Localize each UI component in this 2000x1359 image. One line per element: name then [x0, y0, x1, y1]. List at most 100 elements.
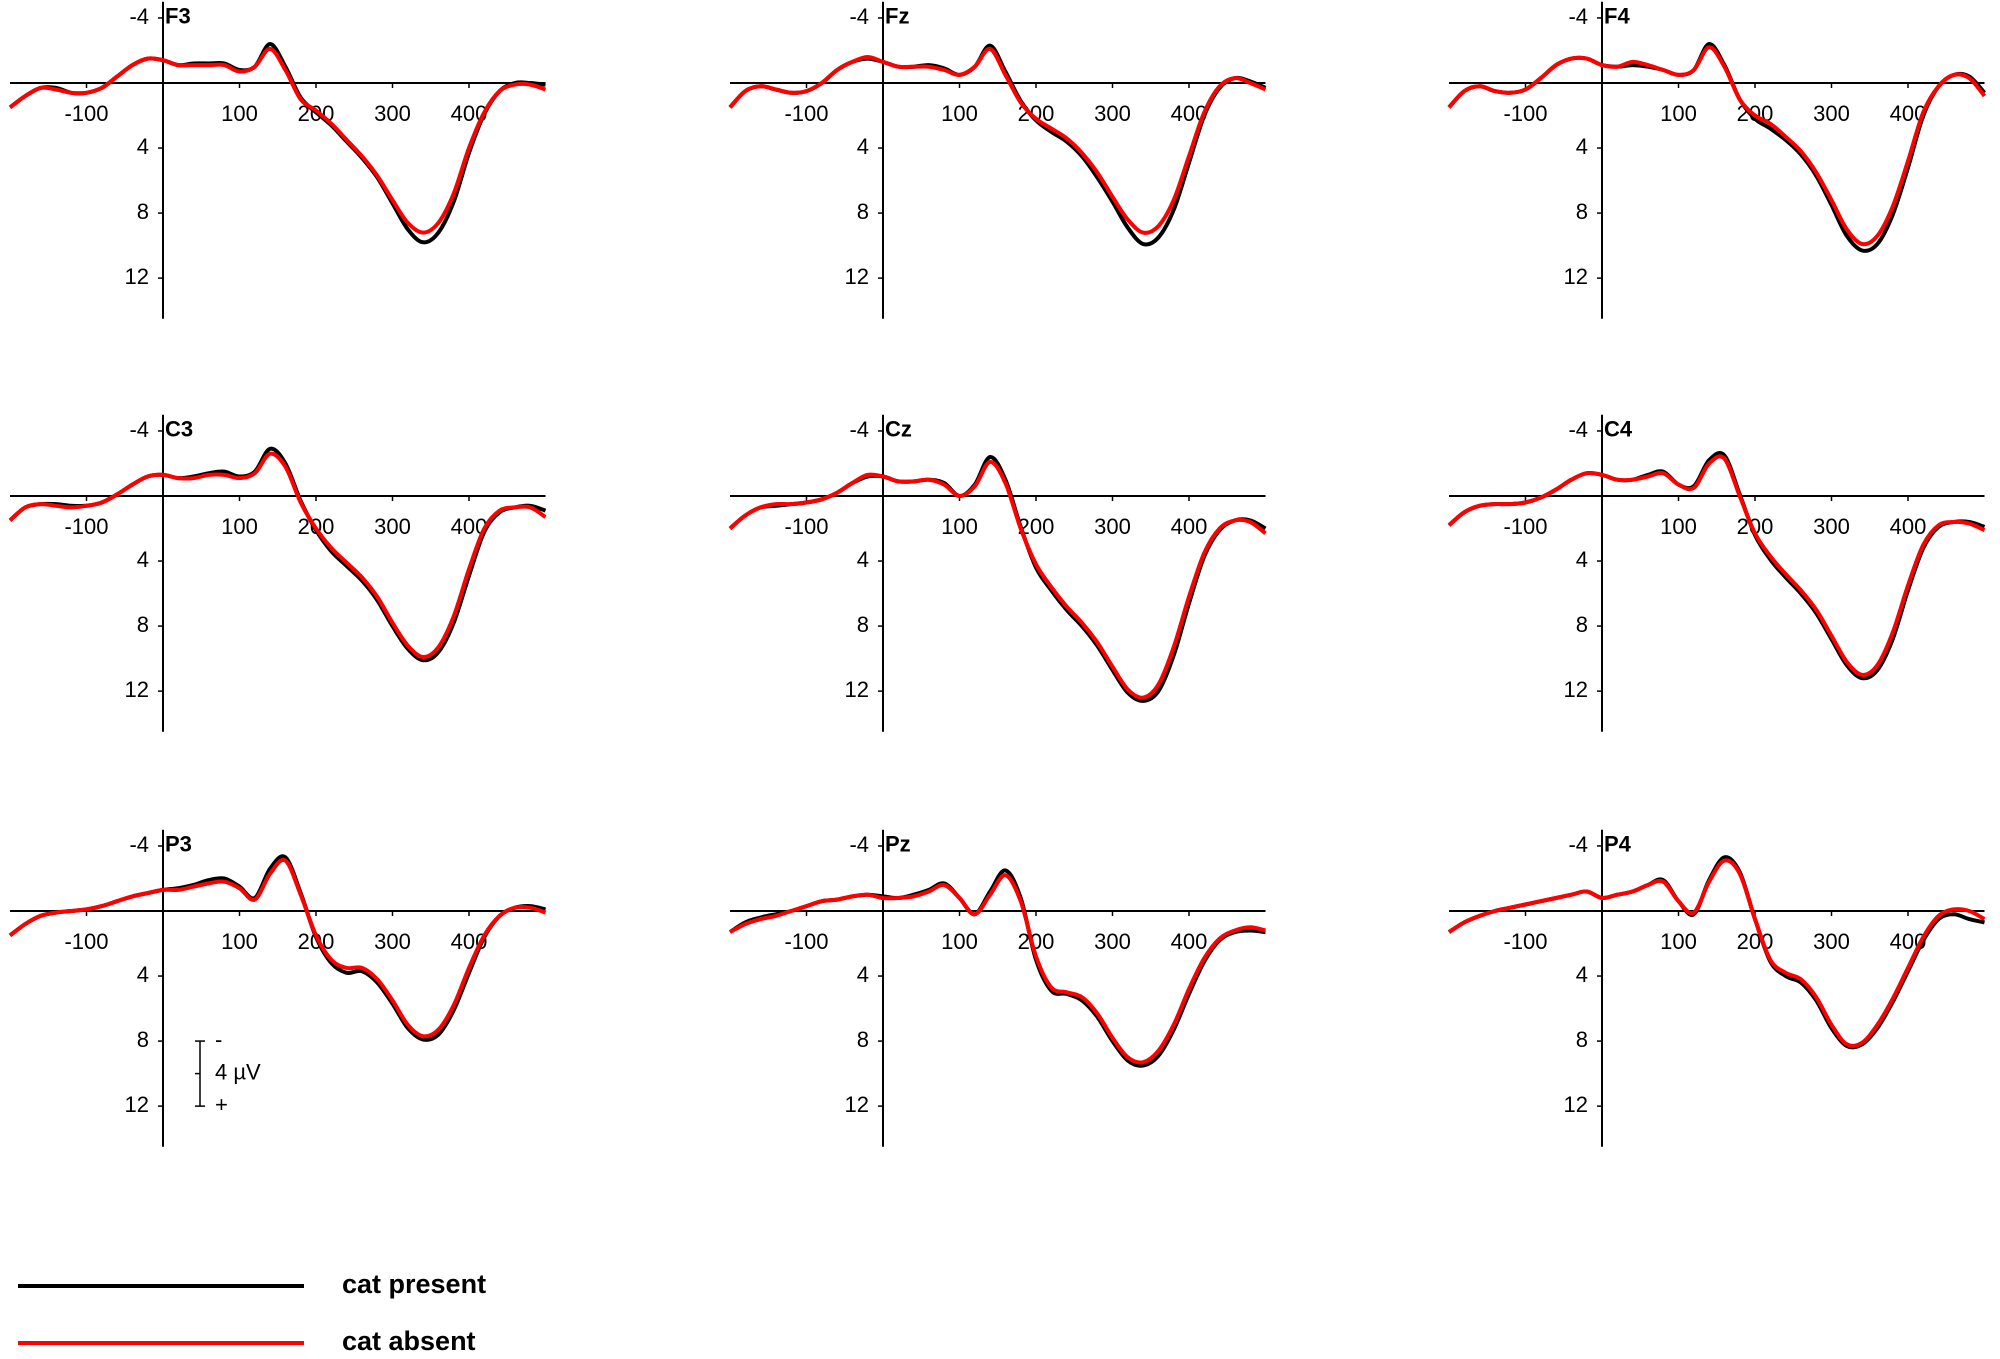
x-tick-label: 300	[374, 929, 411, 954]
panel-title: Pz	[885, 832, 911, 857]
x-tick-label: 100	[941, 101, 978, 126]
erp-line	[728, 868, 1266, 1068]
x-tick-label: -100	[1503, 514, 1547, 539]
panel-title: F4	[1604, 4, 1630, 29]
legend-label: cat absent	[342, 1326, 476, 1356]
x-tick-label: 100	[941, 929, 978, 954]
y-tick-label: 4	[1576, 547, 1588, 572]
x-tick-label: 300	[1094, 101, 1131, 126]
panel: -100 100 200 300 400 -4 4 8 12 Pz	[728, 829, 1266, 1147]
x-tick-label: 300	[1094, 929, 1131, 954]
x-tick-label: 300	[1094, 514, 1131, 539]
y-tick-label: -4	[1568, 417, 1588, 442]
y-tick-label: 8	[137, 1027, 149, 1052]
panel-title: P3	[165, 832, 192, 857]
panel-title: C3	[165, 417, 193, 442]
y-tick-label: 12	[1564, 677, 1588, 702]
erp-line	[728, 459, 1267, 700]
y-tick-label: 4	[137, 962, 149, 987]
erp-line	[728, 455, 1267, 703]
y-tick-label: 4	[137, 134, 149, 159]
x-tick-label: 100	[1660, 514, 1697, 539]
y-tick-label: 8	[1576, 199, 1588, 224]
x-tick-label: 300	[374, 514, 411, 539]
erp-line	[1447, 45, 1987, 247]
x-tick-label: 300	[374, 101, 411, 126]
legend-label: cat present	[342, 1269, 486, 1299]
y-tick-label: 4	[857, 962, 869, 987]
y-tick-label: 12	[1564, 1092, 1588, 1117]
x-tick-label: 100	[1660, 929, 1697, 954]
y-tick-label: 4	[857, 134, 869, 159]
y-tick-label: 8	[857, 199, 869, 224]
y-tick-label: -4	[129, 4, 149, 29]
y-tick-label: 8	[857, 612, 869, 637]
panel-title: F3	[165, 4, 191, 29]
y-tick-label: 12	[845, 677, 869, 702]
erp-line	[728, 43, 1267, 247]
erp-line	[728, 46, 1267, 235]
y-tick-label: -4	[1568, 4, 1588, 29]
x-tick-label: 400	[1890, 514, 1927, 539]
x-tick-label: 400	[1171, 929, 1208, 954]
x-tick-label: 300	[1813, 101, 1850, 126]
y-tick-label: 8	[1576, 1027, 1588, 1052]
x-tick-label: 100	[221, 514, 258, 539]
x-tick-label: 100	[221, 929, 258, 954]
y-tick-label: -4	[849, 832, 869, 857]
erp-line	[1447, 451, 1986, 681]
y-tick-label: 12	[125, 264, 149, 289]
x-tick-label: 100	[1660, 101, 1697, 126]
y-tick-label: 8	[857, 1027, 869, 1052]
erp-line	[8, 451, 547, 659]
x-tick-label: 400	[1171, 514, 1208, 539]
erp-line	[729, 873, 1266, 1065]
x-tick-label: -100	[64, 929, 108, 954]
panel-title: Fz	[885, 4, 909, 29]
erp-line	[8, 46, 547, 235]
panel-title: C4	[1604, 417, 1633, 442]
legend: cat present cat absent	[18, 1269, 486, 1356]
y-tick-label: 4	[137, 547, 149, 572]
y-tick-label: 8	[137, 612, 149, 637]
x-tick-label: 100	[221, 101, 258, 126]
y-tick-label: -4	[849, 4, 869, 29]
erp-line	[8, 857, 547, 1039]
y-tick-label: 4	[1576, 134, 1588, 159]
erp-line	[1447, 42, 1987, 253]
erp-line	[1447, 454, 1986, 677]
x-tick-label: -100	[784, 101, 828, 126]
x-tick-label: -100	[1503, 929, 1547, 954]
y-tick-label: 8	[1576, 612, 1588, 637]
x-tick-label: -100	[1503, 101, 1547, 126]
x-tick-label: -100	[64, 514, 108, 539]
y-tick-label: 4	[1576, 962, 1588, 987]
scale-bar-label: +	[215, 1092, 228, 1117]
y-tick-label: 8	[137, 199, 149, 224]
x-tick-label: 100	[941, 514, 978, 539]
y-tick-label: 12	[845, 1092, 869, 1117]
y-tick-label: 4	[857, 547, 869, 572]
y-tick-label: 12	[1564, 264, 1588, 289]
y-tick-label: 12	[845, 264, 869, 289]
scale-bar-label: 4 µV	[215, 1059, 261, 1084]
scale-bar-label: -	[215, 1027, 222, 1052]
y-tick-label: -4	[849, 417, 869, 442]
erp-line	[8, 446, 547, 663]
x-tick-label: -100	[784, 929, 828, 954]
erp-line	[8, 42, 546, 245]
x-tick-label: -100	[64, 101, 108, 126]
panel-title: Cz	[885, 417, 912, 442]
y-tick-label: 12	[125, 1092, 149, 1117]
x-tick-label: -100	[784, 514, 828, 539]
y-tick-label: -4	[129, 832, 149, 857]
